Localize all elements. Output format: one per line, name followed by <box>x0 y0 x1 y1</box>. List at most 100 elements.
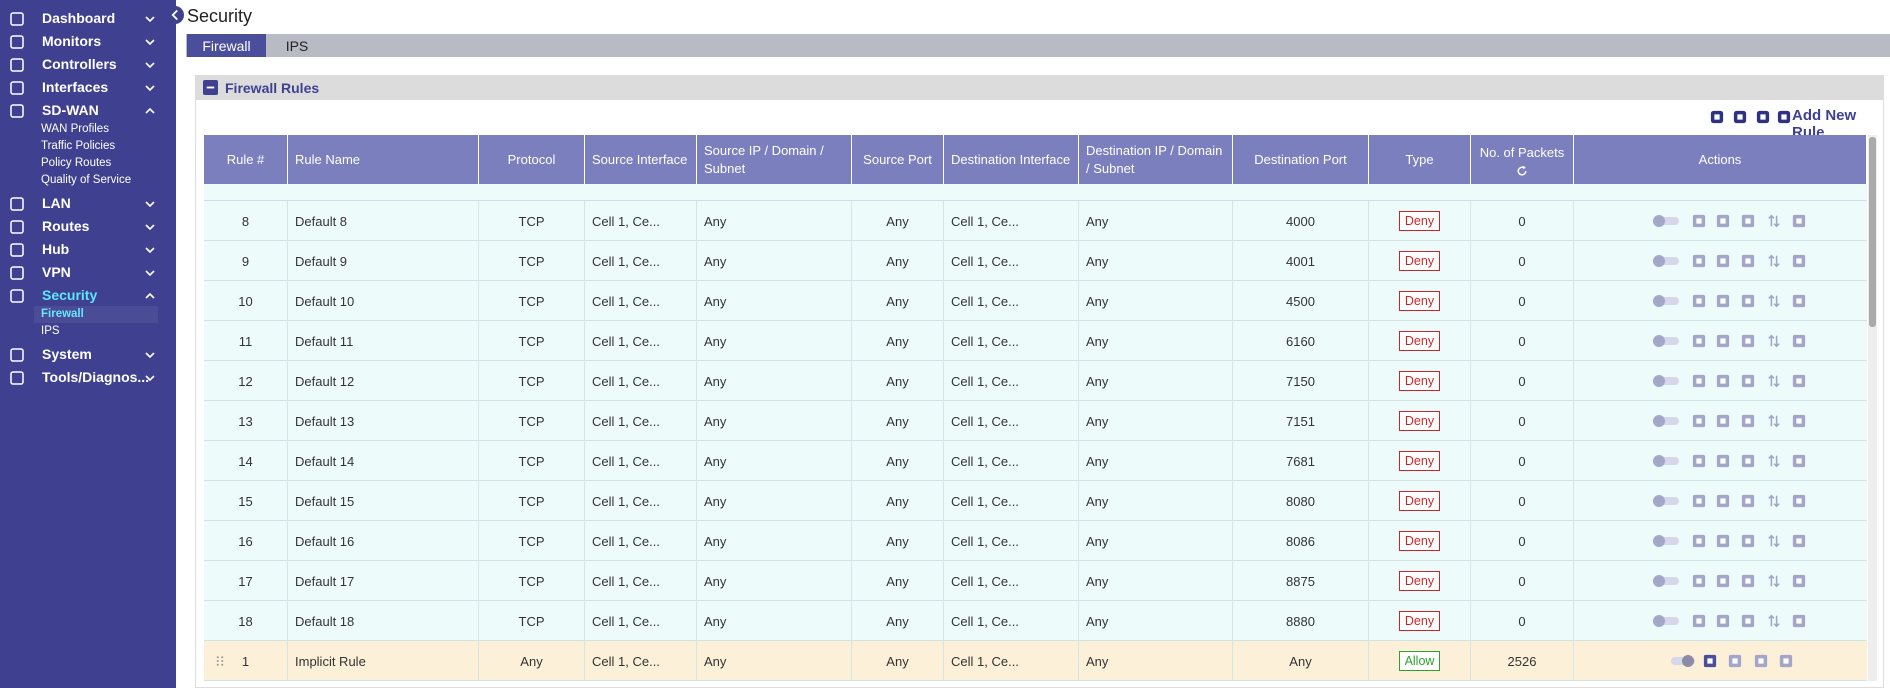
action-copy[interactable] <box>1716 374 1730 388</box>
menu-item[interactable]: Security <box>42 287 98 303</box>
action-reorder[interactable] <box>1767 214 1781 228</box>
action-edit[interactable] <box>1692 334 1706 348</box>
action-edit[interactable] <box>1692 574 1706 588</box>
menu-item[interactable]: Routes <box>42 218 90 234</box>
action-delete[interactable] <box>1792 414 1806 428</box>
submenu-item[interactable]: Traffic Policies <box>41 140 116 152</box>
action-edit[interactable] <box>1692 374 1706 388</box>
action-reorder[interactable] <box>1767 454 1781 468</box>
toggle[interactable] <box>1652 534 1680 548</box>
action-move[interactable] <box>1741 254 1755 268</box>
menu-icon[interactable] <box>9 11 25 27</box>
refresh-icon[interactable] <box>1516 164 1528 176</box>
toggle[interactable] <box>1668 654 1696 668</box>
action-move[interactable] <box>1741 294 1755 308</box>
action-copy[interactable] <box>1716 614 1730 628</box>
chevron[interactable] <box>142 242 158 258</box>
menu-icon[interactable] <box>9 242 25 258</box>
action-copy[interactable] <box>1716 574 1730 588</box>
action-reorder[interactable] <box>1767 294 1781 308</box>
action-delete[interactable] <box>1792 614 1806 628</box>
chevron[interactable] <box>142 219 158 235</box>
collapse-panel[interactable] <box>203 80 218 95</box>
action-edit[interactable] <box>1692 614 1706 628</box>
toolbar-icon[interactable] <box>1733 110 1747 124</box>
menu-item[interactable]: Dashboard <box>42 10 116 26</box>
action-reorder[interactable] <box>1767 534 1781 548</box>
toggle[interactable] <box>1652 254 1680 268</box>
action-delete[interactable] <box>1792 374 1806 388</box>
action-copy[interactable] <box>1716 214 1730 228</box>
toggle[interactable] <box>1652 574 1680 588</box>
action-move[interactable] <box>1741 414 1755 428</box>
submenu-item[interactable]: Quality of Service <box>41 174 132 186</box>
action-delete[interactable] <box>1792 294 1806 308</box>
action-move[interactable] <box>1741 454 1755 468</box>
action-delete[interactable] <box>1792 494 1806 508</box>
menu-item[interactable]: LAN <box>42 195 71 211</box>
menu-icon[interactable] <box>9 196 25 212</box>
toggle[interactable] <box>1652 454 1680 468</box>
action-edit[interactable] <box>1692 494 1706 508</box>
action-copy[interactable] <box>1716 414 1730 428</box>
menu-item[interactable]: Interfaces <box>42 79 109 95</box>
action-delete[interactable] <box>1792 214 1806 228</box>
toggle[interactable] <box>1652 374 1680 388</box>
chevron[interactable] <box>142 57 158 73</box>
action-copy[interactable] <box>1716 254 1730 268</box>
action-edit[interactable] <box>1692 414 1706 428</box>
toggle[interactable] <box>1652 414 1680 428</box>
action-edit[interactable] <box>1692 534 1706 548</box>
toggle[interactable] <box>1652 214 1680 228</box>
action-copy[interactable] <box>1716 294 1730 308</box>
action-edit[interactable] <box>1692 214 1706 228</box>
menu-item[interactable]: Hub <box>42 241 70 257</box>
action-reorder[interactable] <box>1767 494 1781 508</box>
menu-item[interactable]: Monitors <box>42 33 102 49</box>
action-reorder[interactable] <box>1767 614 1781 628</box>
chevron[interactable] <box>142 347 158 363</box>
menu-icon[interactable] <box>9 370 25 386</box>
chevron[interactable] <box>142 196 158 212</box>
action-copy[interactable] <box>1716 494 1730 508</box>
action-delete[interactable] <box>1779 654 1793 668</box>
tab[interactable]: Firewall <box>187 34 266 57</box>
action-reorder[interactable] <box>1767 414 1781 428</box>
chevron[interactable] <box>142 103 158 119</box>
action-reorder[interactable] <box>1767 574 1781 588</box>
action-delete[interactable] <box>1792 334 1806 348</box>
menu-icon[interactable] <box>9 103 25 119</box>
submenu-item[interactable]: Firewall <box>41 308 84 320</box>
menu-icon[interactable] <box>9 80 25 96</box>
toolbar-icon[interactable] <box>1756 110 1770 124</box>
action-move[interactable] <box>1741 374 1755 388</box>
action-move[interactable] <box>1741 334 1755 348</box>
action-move[interactable] <box>1754 654 1768 668</box>
menu-item[interactable]: VPN <box>42 264 71 280</box>
collapse-button[interactable] <box>166 6 184 24</box>
action-copy[interactable] <box>1716 454 1730 468</box>
action-move[interactable] <box>1741 534 1755 548</box>
chevron[interactable] <box>142 11 158 27</box>
action-move[interactable] <box>1741 574 1755 588</box>
menu-icon[interactable] <box>9 57 25 73</box>
menu-icon[interactable] <box>9 219 25 235</box>
tab[interactable]: IPS <box>285 37 309 54</box>
action-delete[interactable] <box>1792 254 1806 268</box>
toggle[interactable] <box>1652 294 1680 308</box>
drag-handle[interactable] <box>214 654 226 668</box>
action-copy[interactable] <box>1728 654 1742 668</box>
menu-item[interactable]: Controllers <box>42 56 117 72</box>
menu-icon[interactable] <box>9 34 25 50</box>
toggle[interactable] <box>1652 334 1680 348</box>
menu-icon[interactable] <box>9 265 25 281</box>
action-reorder[interactable] <box>1767 254 1781 268</box>
action-move[interactable] <box>1741 214 1755 228</box>
menu-item[interactable]: SD-WAN <box>42 102 99 118</box>
action-edit[interactable] <box>1692 254 1706 268</box>
chevron[interactable] <box>142 265 158 281</box>
submenu-item[interactable]: WAN Profiles <box>41 123 109 135</box>
chevron[interactable] <box>142 80 158 96</box>
menu-item[interactable]: Tools/Diagnos... <box>42 369 150 385</box>
action-copy[interactable] <box>1716 334 1730 348</box>
